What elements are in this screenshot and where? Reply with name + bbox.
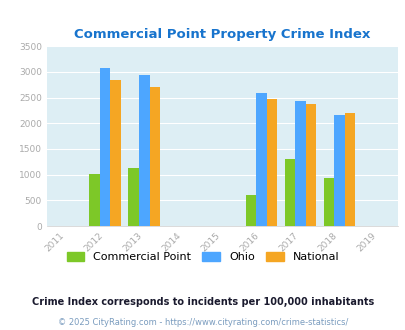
Bar [323, 178, 333, 226]
Text: Crime Index corresponds to incidents per 100,000 inhabitants: Crime Index corresponds to incidents per… [32, 297, 373, 307]
Bar [266, 99, 277, 226]
Bar [89, 174, 100, 226]
Bar [344, 113, 354, 226]
Bar [128, 169, 139, 226]
Bar [294, 101, 305, 226]
Bar [100, 68, 110, 226]
Bar [149, 87, 160, 226]
Bar [333, 115, 344, 226]
Bar [110, 80, 121, 226]
Text: © 2025 CityRating.com - https://www.cityrating.com/crime-statistics/: © 2025 CityRating.com - https://www.city… [58, 318, 347, 327]
Bar [305, 104, 315, 226]
Bar [256, 93, 266, 226]
Bar [284, 159, 294, 226]
Bar [139, 76, 149, 226]
Bar [245, 195, 256, 226]
Legend: Commercial Point, Ohio, National: Commercial Point, Ohio, National [62, 248, 343, 267]
Title: Commercial Point Property Crime Index: Commercial Point Property Crime Index [74, 28, 369, 41]
